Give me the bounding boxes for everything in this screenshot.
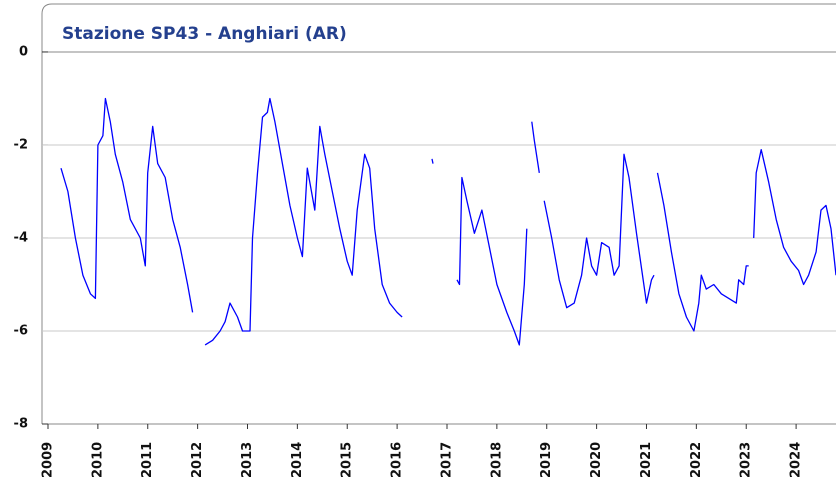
x-tick-label: 2016 — [390, 442, 405, 478]
x-tick-label: 2024 — [789, 442, 804, 478]
x-tick-label: 2022 — [689, 442, 704, 478]
y-tick-label: -8 — [14, 417, 28, 432]
x-tick-label: 2012 — [190, 442, 205, 478]
x-tick-label: 2021 — [639, 442, 654, 478]
x-tick-label: 2013 — [240, 442, 255, 478]
y-tick-label: -4 — [14, 230, 28, 245]
chart-title: Stazione SP43 - Anghiari (AR) — [62, 24, 347, 44]
y-tick-label: -6 — [14, 323, 28, 338]
plot-frame — [41, 3, 836, 424]
x-tick-label: 2014 — [290, 442, 305, 478]
data-line — [60, 97, 836, 346]
y-tick-label: 0 — [19, 44, 28, 59]
x-tick-label: 2011 — [140, 442, 155, 478]
x-tick-label: 2009 — [41, 442, 56, 478]
x-tick-label: 2020 — [589, 442, 604, 478]
x-tick-label: 2023 — [739, 442, 754, 478]
y-tick-label: -2 — [14, 137, 28, 152]
x-tick-label: 2015 — [340, 442, 355, 478]
x-tick-label: 2018 — [489, 442, 504, 478]
x-tick-label: 2010 — [90, 442, 105, 478]
x-tick-label: 2019 — [539, 442, 554, 478]
x-tick-label: 2017 — [439, 442, 454, 478]
